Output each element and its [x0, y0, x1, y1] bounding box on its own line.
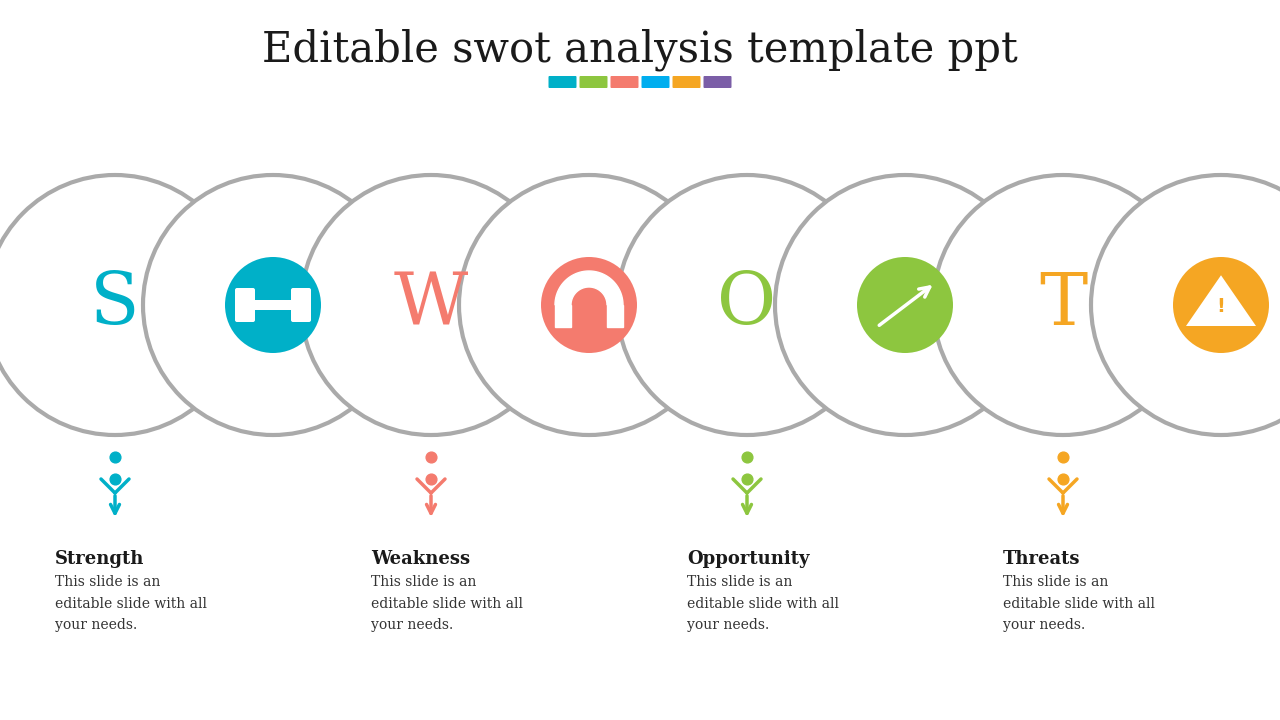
Text: Threats: Threats — [1004, 550, 1080, 568]
Bar — [253, 300, 293, 310]
Polygon shape — [556, 305, 571, 327]
Text: W: W — [394, 270, 468, 341]
FancyBboxPatch shape — [672, 76, 700, 88]
Circle shape — [1172, 257, 1268, 353]
Circle shape — [774, 175, 1036, 435]
Point — [1052, 473, 1073, 485]
Point — [1052, 451, 1073, 463]
Circle shape — [933, 175, 1193, 435]
Text: Weakness: Weakness — [371, 550, 470, 568]
FancyBboxPatch shape — [611, 76, 639, 88]
Circle shape — [0, 175, 244, 435]
Circle shape — [301, 175, 561, 435]
Text: This slide is an
editable slide with all
your needs.: This slide is an editable slide with all… — [1004, 575, 1155, 632]
Point — [105, 451, 125, 463]
FancyBboxPatch shape — [236, 288, 255, 322]
FancyBboxPatch shape — [704, 76, 731, 88]
Circle shape — [858, 257, 954, 353]
Text: T: T — [1039, 270, 1087, 341]
Text: This slide is an
editable slide with all
your needs.: This slide is an editable slide with all… — [371, 575, 524, 632]
Point — [421, 451, 442, 463]
Text: This slide is an
editable slide with all
your needs.: This slide is an editable slide with all… — [687, 575, 838, 632]
Polygon shape — [1187, 275, 1256, 326]
Circle shape — [460, 175, 719, 435]
Point — [737, 473, 758, 485]
Circle shape — [143, 175, 403, 435]
Circle shape — [541, 257, 637, 353]
Text: !: ! — [1216, 297, 1225, 316]
FancyBboxPatch shape — [641, 76, 669, 88]
Text: O: O — [717, 270, 777, 341]
FancyBboxPatch shape — [580, 76, 608, 88]
Text: Strength: Strength — [55, 550, 145, 568]
FancyBboxPatch shape — [549, 76, 576, 88]
Text: S: S — [91, 270, 140, 341]
Circle shape — [617, 175, 877, 435]
Circle shape — [1091, 175, 1280, 435]
Circle shape — [225, 257, 321, 353]
Polygon shape — [607, 305, 623, 327]
Point — [105, 473, 125, 485]
Text: Editable swot analysis template ppt: Editable swot analysis template ppt — [262, 29, 1018, 71]
FancyBboxPatch shape — [291, 288, 311, 322]
Polygon shape — [556, 271, 623, 305]
Point — [737, 451, 758, 463]
Text: Opportunity: Opportunity — [687, 550, 809, 568]
Point — [421, 473, 442, 485]
Text: This slide is an
editable slide with all
your needs.: This slide is an editable slide with all… — [55, 575, 207, 632]
